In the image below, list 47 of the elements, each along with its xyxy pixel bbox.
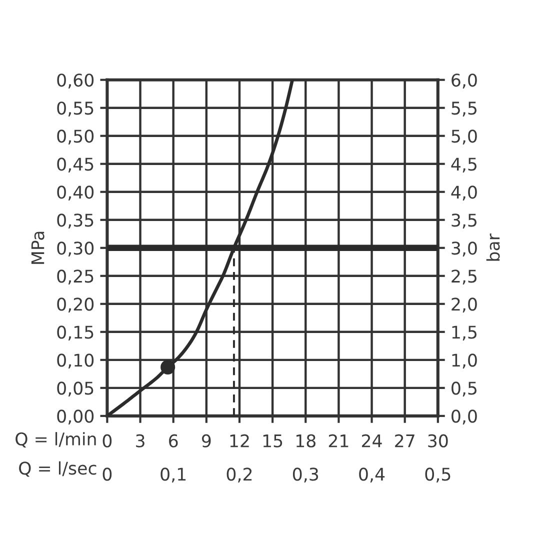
y-tick-label: 0,10 — [57, 354, 94, 369]
y2-tick-label: 5,5 — [452, 102, 477, 116]
y-tick-label: 0,05 — [57, 382, 94, 397]
y2-tick-label: 2,5 — [452, 270, 477, 285]
x2-tick-label: 0,4 — [359, 468, 385, 483]
x2-tick-label: 0,3 — [292, 468, 318, 483]
x-tick-label: 12 — [230, 434, 249, 448]
y-tick-label: 0,45 — [57, 158, 94, 172]
y2-tick-label: 0,0 — [452, 410, 477, 425]
x-axis-title: Q = l/min — [16, 432, 96, 448]
x2-tick-label: 0,1 — [160, 468, 186, 483]
y2-tick-label: 5,0 — [452, 130, 477, 144]
x-tick-label: 21 — [328, 434, 348, 448]
x-tick-label: 9 — [202, 434, 211, 448]
x2-tick-label: 0 — [102, 468, 112, 481]
x-tick-label: 15 — [263, 434, 282, 448]
x2-tick-label: 0,5 — [425, 468, 450, 483]
y2-tick-label: 1,0 — [452, 354, 477, 369]
y2-tick-label: 4,5 — [451, 158, 477, 172]
y2-tick-label: 0,5 — [452, 382, 477, 397]
y-tick-label: 0,50 — [57, 130, 94, 144]
x-tick-label: 30 — [428, 434, 448, 448]
y-tick-label: 0,40 — [57, 186, 94, 200]
x2-tick-label: 0,2 — [226, 468, 252, 483]
y-tick-label: 0,30 — [57, 242, 94, 257]
y-tick-label: 0,00 — [57, 410, 94, 425]
x-tick-label: 3 — [136, 434, 144, 448]
y-tick-label: 0,20 — [57, 298, 94, 313]
x-tick-label: 27 — [395, 434, 414, 448]
y-tick-label: 0,60 — [57, 74, 94, 88]
y2-tick-label: 6,0 — [452, 74, 477, 88]
y-tick-label: 0,35 — [57, 214, 94, 229]
y-tick-label: 0,55 — [57, 102, 94, 116]
y2-tick-label: 4,0 — [451, 186, 477, 200]
y2-tick-label: 2,0 — [452, 298, 477, 313]
x-tick-label: 6 — [169, 434, 178, 448]
y-axis-title: MPa — [31, 232, 44, 264]
y-tick-label: 0,15 — [57, 326, 94, 341]
x2-axis-title: Q = l/sec — [19, 461, 96, 477]
y2-tick-label: 1,5 — [452, 326, 477, 341]
y2-axis-title: bar — [486, 234, 500, 261]
y-tick-label: 0,25 — [57, 270, 94, 285]
x-tick-label: 0 — [102, 434, 112, 448]
x-tick-label: 18 — [296, 434, 316, 448]
x-tick-label: 24 — [362, 434, 382, 448]
y2-tick-label: 3,5 — [452, 214, 477, 229]
y2-tick-label: 3,0 — [452, 242, 477, 257]
